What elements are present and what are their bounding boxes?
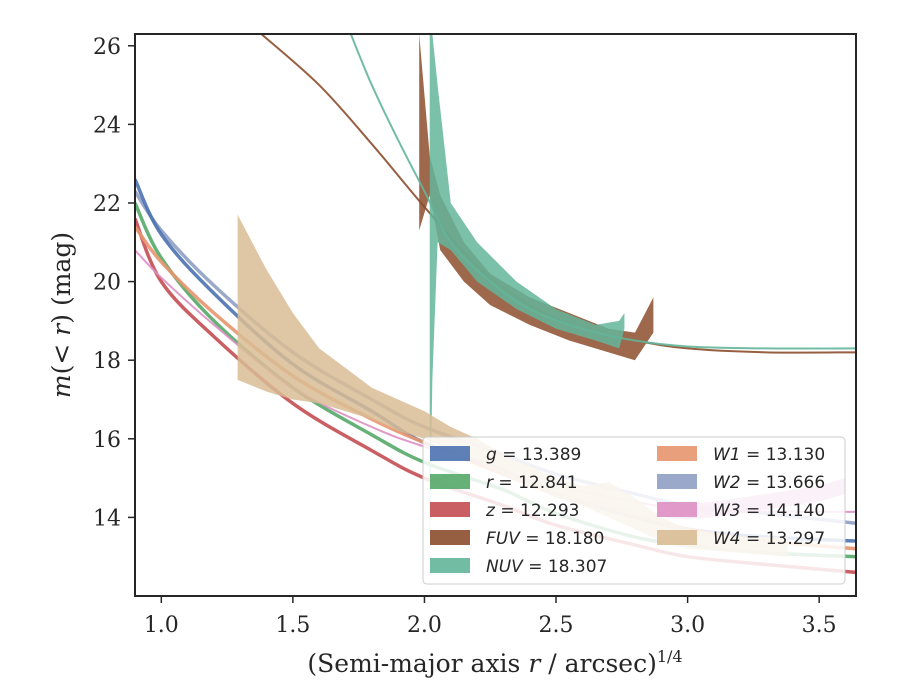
y-axis-label: m(< r) (mag) bbox=[47, 232, 76, 398]
legend-box bbox=[422, 436, 846, 585]
x-tick-label: 1.0 bbox=[144, 613, 179, 638]
legend-swatch bbox=[657, 530, 697, 545]
legend-swatch bbox=[430, 530, 470, 545]
series-w4 bbox=[237, 214, 788, 557]
y-tick-label: 18 bbox=[93, 349, 121, 374]
x-tick-label: 1.5 bbox=[275, 613, 310, 638]
series-nuv bbox=[349, 34, 856, 549]
legend-swatch bbox=[430, 502, 470, 517]
legend-entry: W3 = 14.140 bbox=[713, 501, 825, 521]
legend-entry: NUV = 18.307 bbox=[486, 557, 607, 577]
legend-entry: FUV = 18.180 bbox=[486, 529, 604, 549]
y-tick-label: 26 bbox=[93, 35, 121, 60]
y-tick-label: 22 bbox=[93, 192, 121, 217]
series-band bbox=[429, 34, 625, 549]
legend-entry: r = 12.841 bbox=[486, 473, 578, 493]
y-tick-label: 24 bbox=[93, 113, 121, 138]
x-tick-label: 2.5 bbox=[539, 613, 574, 638]
series-line bbox=[349, 34, 856, 350]
legend-entry: z = 12.293 bbox=[485, 501, 579, 521]
legend-swatch bbox=[657, 474, 697, 489]
legend-entry: W2 = 13.666 bbox=[713, 473, 825, 493]
legend-swatch bbox=[430, 558, 470, 573]
legend: g = 13.389 r = 12.841 z = 12.293 FUV = 18.1… bbox=[422, 436, 846, 585]
series-band bbox=[237, 214, 788, 557]
y-tick-label: 14 bbox=[93, 506, 121, 531]
x-tick-label: 3.0 bbox=[670, 613, 705, 638]
legend-swatch bbox=[657, 502, 697, 517]
x-axis-label: (Semi-major axis r / arcsec)1/4 bbox=[307, 647, 682, 678]
legend-swatch bbox=[430, 446, 470, 461]
legend-entry: g = 13.389 bbox=[486, 445, 581, 465]
legend-entry: W1 = 13.130 bbox=[713, 445, 825, 465]
legend-entry: W4 = 13.297 bbox=[713, 529, 825, 549]
y-tick-label: 20 bbox=[93, 271, 121, 296]
legend-swatch bbox=[430, 474, 470, 489]
y-tick-label: 16 bbox=[93, 428, 121, 453]
x-tick-label: 3.5 bbox=[802, 613, 837, 638]
plot-frame bbox=[134, 33, 857, 597]
legend-swatch bbox=[657, 446, 697, 461]
x-tick-label: 2.0 bbox=[407, 613, 442, 638]
